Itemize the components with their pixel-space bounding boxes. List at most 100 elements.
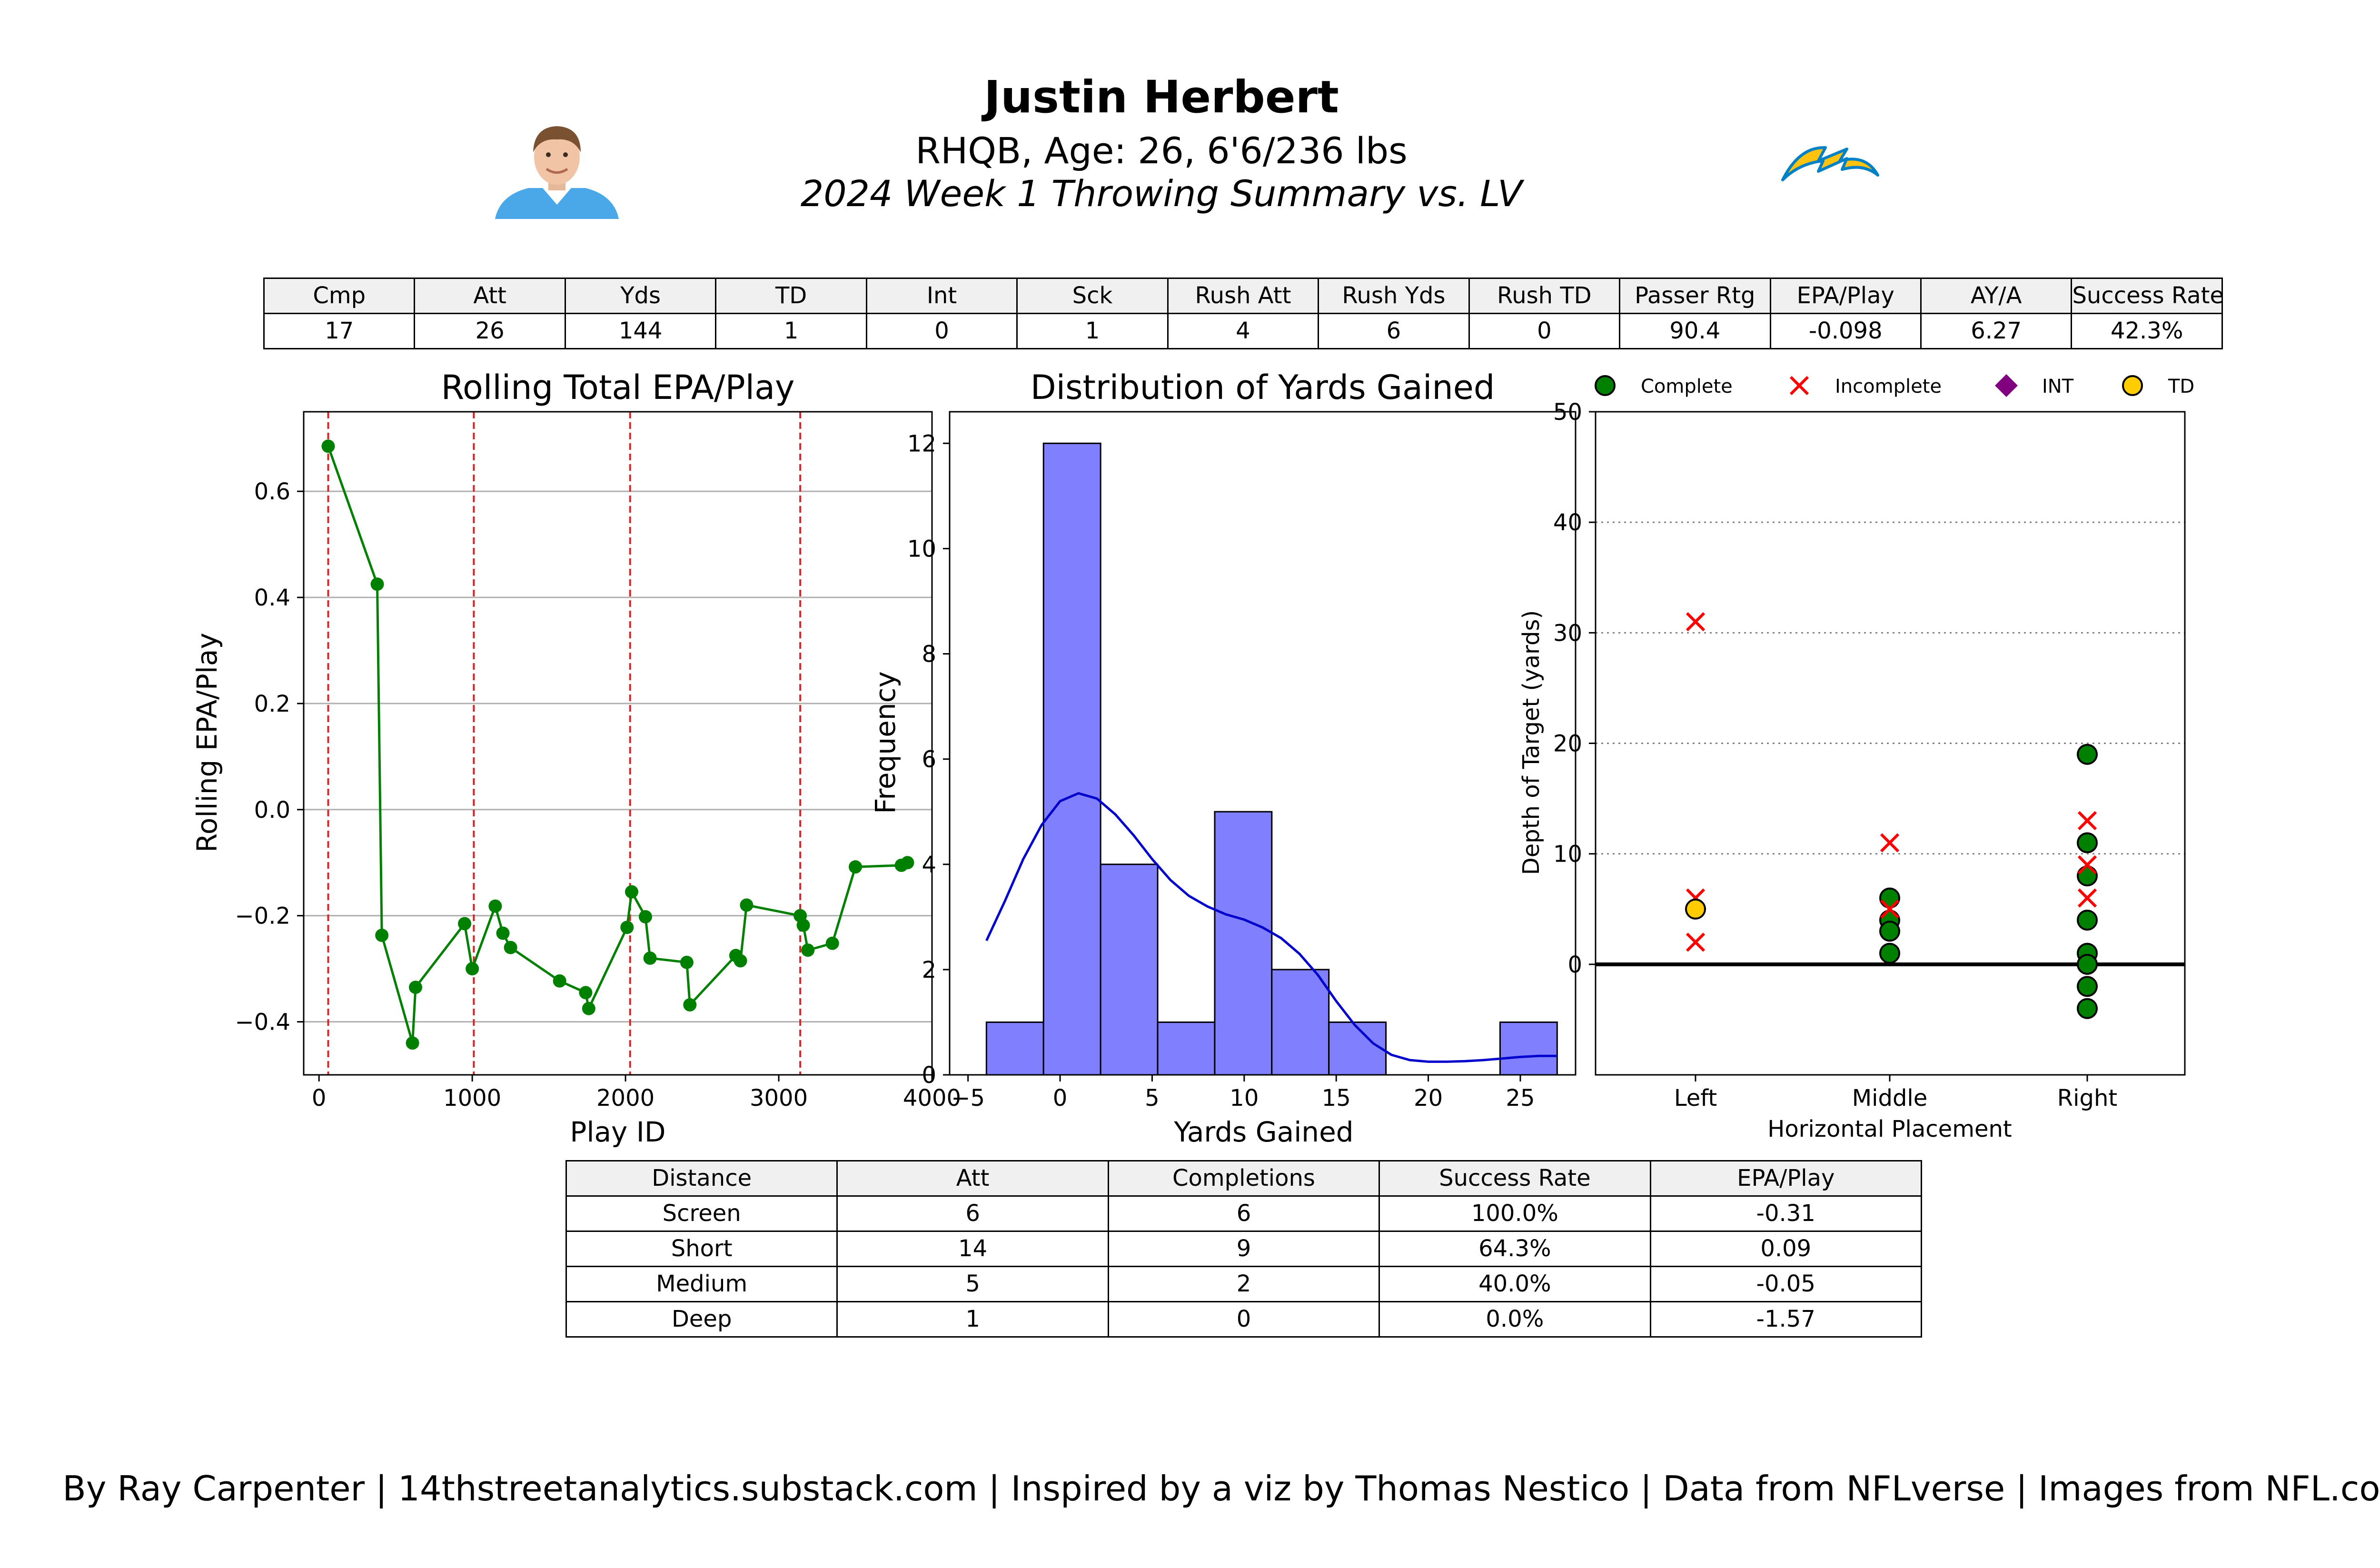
x-tick-label: 15 bbox=[1322, 1085, 1351, 1111]
legend-label: INT bbox=[2042, 376, 2074, 397]
y-tick-label: −0.2 bbox=[235, 903, 290, 930]
distance-cell: Medium bbox=[565, 1266, 838, 1302]
x-stroke bbox=[2077, 855, 2097, 875]
incomplete-marker bbox=[1686, 933, 1706, 952]
distance-row: Short 14 9 64.3% 0.09 bbox=[565, 1231, 1923, 1267]
x-tick-label: Middle bbox=[1852, 1085, 1928, 1111]
y-tick-label: 6 bbox=[922, 746, 936, 773]
x-tick-label: Right bbox=[2057, 1085, 2117, 1111]
distance-cell: -0.31 bbox=[1649, 1195, 1923, 1232]
incomplete-marker bbox=[1880, 833, 1900, 853]
histogram-bar bbox=[1271, 969, 1330, 1076]
legend-td-marker bbox=[2122, 375, 2143, 396]
lightning-bolt-logo-icon bbox=[1781, 146, 1879, 181]
y-tick-label: 0.4 bbox=[254, 585, 290, 611]
y-tick-label: 12 bbox=[907, 430, 936, 457]
x-stroke bbox=[1686, 612, 1706, 632]
chart-title: Distribution of Yards Gained bbox=[1031, 368, 1495, 407]
y-tick-label: 0 bbox=[922, 1062, 936, 1089]
stats-header-cell: Rush Yds bbox=[1318, 278, 1470, 314]
epa-point bbox=[409, 981, 423, 994]
x-stroke bbox=[1880, 899, 1900, 919]
epa-point bbox=[740, 898, 754, 912]
y-tick-label: 20 bbox=[1553, 731, 1582, 757]
stats-value-cell: 26 bbox=[414, 313, 566, 349]
distance-cell: 0 bbox=[1107, 1301, 1380, 1338]
stats-value-cell: 17 bbox=[263, 313, 416, 349]
complete-marker bbox=[2077, 976, 2098, 997]
complete-marker bbox=[1879, 921, 1900, 942]
x-tick-label: 0 bbox=[312, 1085, 327, 1111]
y-tick-label: 4 bbox=[922, 852, 936, 878]
x-tick-label: −5 bbox=[951, 1085, 985, 1111]
y-tick-label: 10 bbox=[1553, 841, 1582, 868]
distance-cell: Deep bbox=[565, 1301, 838, 1338]
x-tick-label: 25 bbox=[1506, 1085, 1535, 1111]
stats-header-cell: Sck bbox=[1016, 278, 1169, 314]
x-tick-label: 1000 bbox=[443, 1085, 501, 1111]
y-tick-label: 50 bbox=[1553, 399, 1582, 426]
player-name: Justin Herbert bbox=[984, 71, 1339, 123]
incomplete-marker bbox=[1880, 899, 1900, 919]
complete-marker bbox=[2077, 744, 2098, 765]
epa-point bbox=[553, 974, 566, 988]
stats-header-cell: Success Rate bbox=[2071, 278, 2223, 314]
x-tick-label: 4000 bbox=[903, 1085, 961, 1111]
epa-point bbox=[620, 921, 634, 934]
epa-point bbox=[825, 936, 839, 950]
distance-cell: -1.57 bbox=[1649, 1301, 1923, 1338]
epa-point bbox=[625, 885, 638, 899]
epa-point bbox=[849, 860, 863, 874]
stats-header-cell: EPA/Play bbox=[1769, 278, 1922, 314]
stats-value-cell: 4 bbox=[1167, 313, 1319, 349]
stats-value-cell: 6.27 bbox=[1920, 313, 2073, 349]
x-stroke bbox=[1880, 833, 1900, 853]
legend-label: Incomplete bbox=[1835, 376, 1942, 397]
y-tick-label: 10 bbox=[907, 536, 936, 562]
x-axis-label: Play ID bbox=[570, 1116, 665, 1148]
stats-value-cell: 0 bbox=[865, 313, 1018, 349]
distance-cell: 14 bbox=[836, 1231, 1109, 1267]
epa-plot-frame bbox=[303, 411, 933, 1076]
y-tick-label: 0.0 bbox=[254, 797, 290, 824]
distance-cell: 2 bbox=[1107, 1266, 1380, 1302]
epa-point bbox=[406, 1036, 419, 1050]
distance-cell: Screen bbox=[565, 1195, 838, 1232]
distance-cell: 6 bbox=[836, 1195, 1109, 1232]
x-tick-label: Left bbox=[1674, 1085, 1717, 1111]
epa-point bbox=[579, 986, 593, 1000]
distance-cell: 5 bbox=[836, 1266, 1109, 1302]
complete-marker bbox=[2077, 865, 2098, 887]
y-tick-label: 0.6 bbox=[254, 478, 290, 505]
target-plot-frame bbox=[1595, 411, 2186, 1076]
distance-header-cell: Distance bbox=[565, 1160, 838, 1197]
y-tick-label: 8 bbox=[922, 641, 936, 668]
distance-cell: 0.09 bbox=[1649, 1231, 1923, 1267]
stats-header-cell: Att bbox=[414, 278, 566, 314]
distance-cell: 40.0% bbox=[1378, 1266, 1651, 1302]
legend-label: TD bbox=[2168, 376, 2194, 397]
player-headshot-icon bbox=[495, 126, 619, 219]
stats-header-cell: TD bbox=[715, 278, 867, 314]
summary-subtitle: 2024 Week 1 Throwing Summary vs. LV bbox=[800, 172, 1523, 215]
x-tick-label: 20 bbox=[1414, 1085, 1443, 1111]
x-stroke bbox=[2077, 888, 2097, 908]
distance-row: Medium 5 2 40.0% -0.05 bbox=[565, 1266, 1923, 1302]
incomplete-marker bbox=[2077, 811, 2097, 831]
epa-series-line bbox=[327, 446, 908, 1043]
complete-marker bbox=[2077, 998, 2098, 1019]
x-axis-label: Horizontal Placement bbox=[1767, 1116, 2012, 1142]
stats-header-cell: Yds bbox=[564, 278, 717, 314]
distance-header-cell: Att bbox=[836, 1160, 1109, 1197]
x-tick-label: 10 bbox=[1230, 1085, 1259, 1111]
legend-int-marker bbox=[1995, 374, 2018, 397]
epa-point bbox=[680, 955, 694, 969]
x-stroke bbox=[1686, 933, 1706, 952]
y-tick-label: 40 bbox=[1553, 509, 1582, 536]
chart-title: Rolling Total EPA/Play bbox=[441, 368, 795, 407]
distance-cell: 64.3% bbox=[1378, 1231, 1651, 1267]
td-marker bbox=[1685, 898, 1706, 920]
stats-header-cell: AY/A bbox=[1920, 278, 2073, 314]
distance-header-row: Distance Att Completions Success Rate EP… bbox=[565, 1160, 1923, 1197]
stats-value-cell: 0 bbox=[1468, 313, 1621, 349]
